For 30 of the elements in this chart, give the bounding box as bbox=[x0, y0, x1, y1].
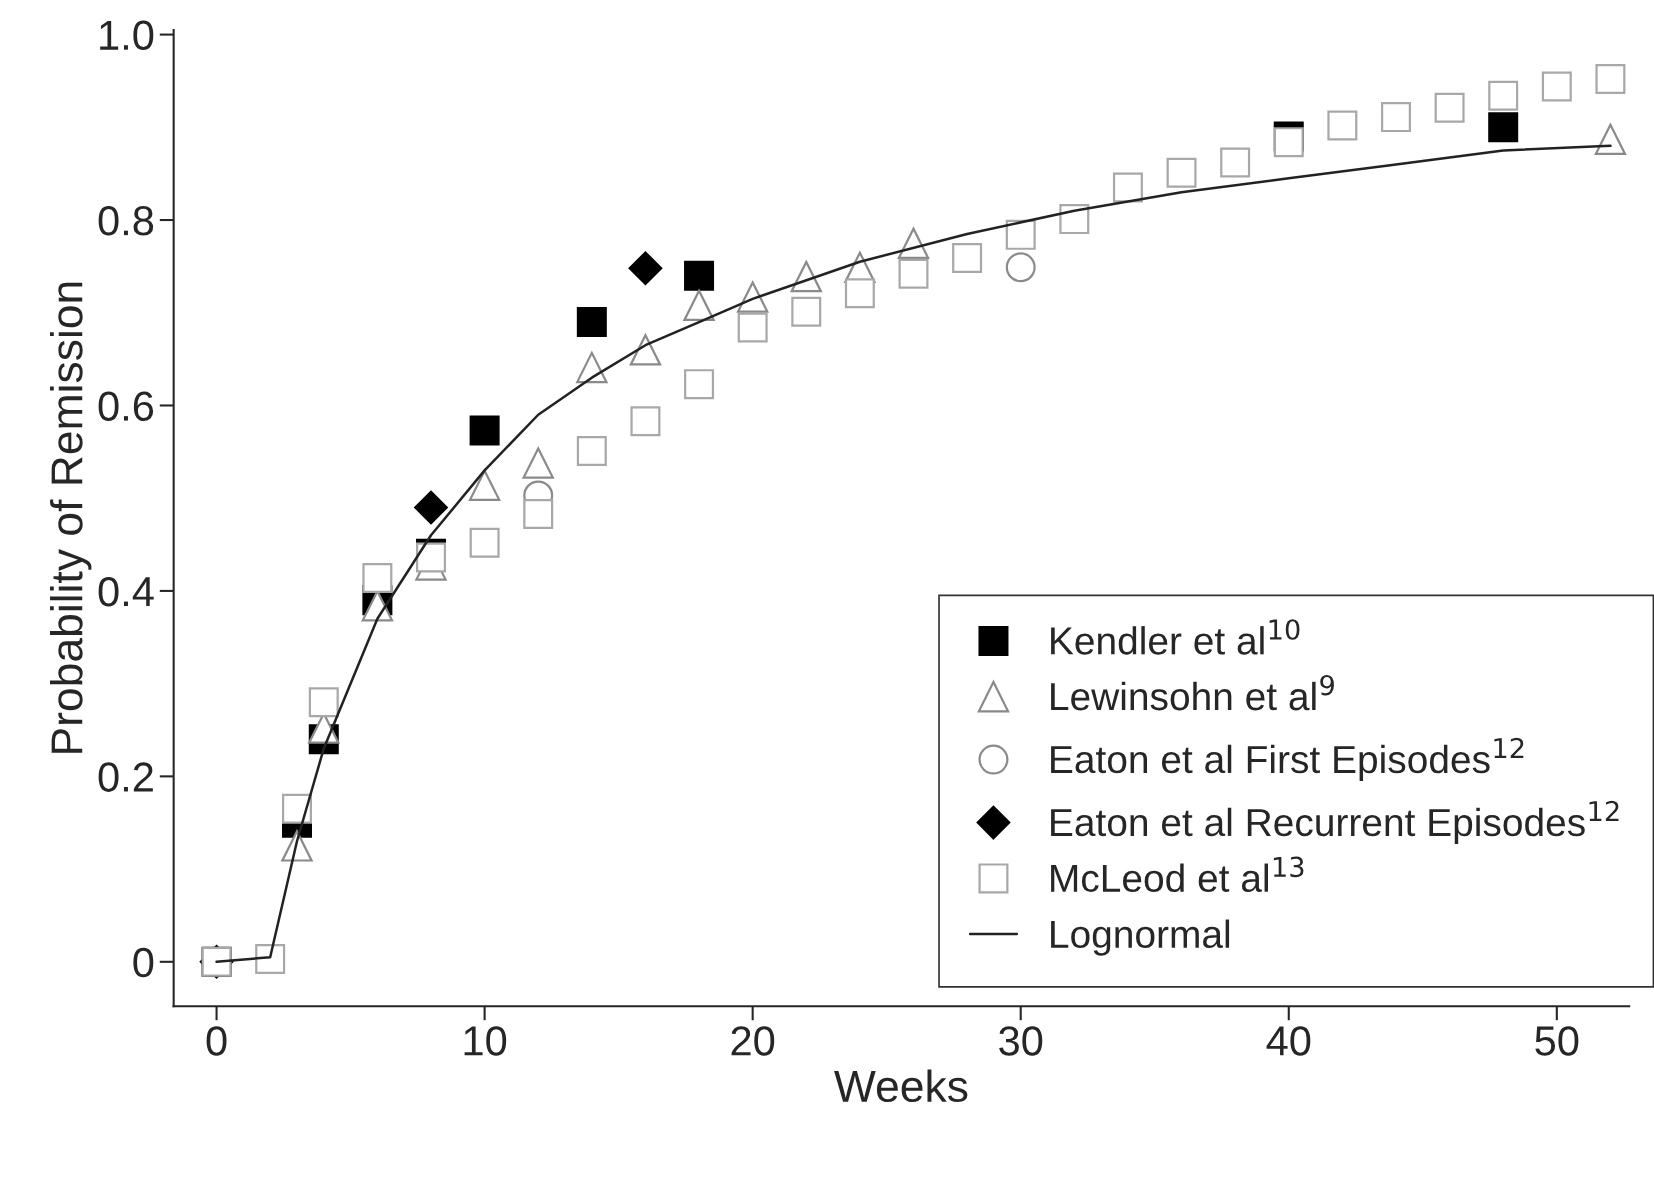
y-tick-label: 0.8 bbox=[98, 206, 154, 236]
legend-label: Lognormal bbox=[1051, 919, 1230, 956]
x-tick-label: 40 bbox=[1266, 1026, 1311, 1056]
legend-label: Kendler et al$^{10}$ bbox=[1051, 619, 1300, 655]
y-axis-title: Probability of Remission bbox=[50, 282, 92, 753]
legend-label: McLeod et al$^{13}$ bbox=[1051, 856, 1304, 893]
x-tick-label: 50 bbox=[1535, 1026, 1579, 1056]
y-tick-label: 0.4 bbox=[98, 576, 154, 607]
point bbox=[1488, 112, 1519, 143]
y-tick-label: 0 bbox=[133, 947, 154, 978]
point bbox=[1005, 252, 1036, 283]
point bbox=[469, 415, 500, 446]
x-axis-title: Weeks bbox=[834, 1069, 968, 1103]
point bbox=[281, 793, 312, 824]
point bbox=[414, 490, 448, 525]
point bbox=[522, 447, 554, 479]
y-tick-label: 0.2 bbox=[98, 762, 153, 792]
y-tick-label: 1.0 bbox=[100, 20, 154, 51]
point bbox=[628, 251, 663, 286]
x-tick-label: 0 bbox=[206, 1026, 227, 1056]
x-tick-label: 20 bbox=[731, 1026, 775, 1056]
y-tick-label: 0.6 bbox=[98, 391, 154, 421]
point bbox=[1273, 127, 1304, 158]
x-tick-label: 30 bbox=[999, 1026, 1043, 1056]
legend-label: Eaton et al First Episodes$^{12}$ bbox=[1051, 737, 1524, 781]
x-tick-label: 10 bbox=[464, 1026, 507, 1056]
legend-label: Eaton et al Recurrent Episodes$^{12}$ bbox=[1051, 800, 1619, 844]
point bbox=[684, 260, 715, 291]
legend-label: Lewinsohn et al$^{9}$ bbox=[1051, 674, 1334, 711]
point bbox=[576, 307, 607, 338]
